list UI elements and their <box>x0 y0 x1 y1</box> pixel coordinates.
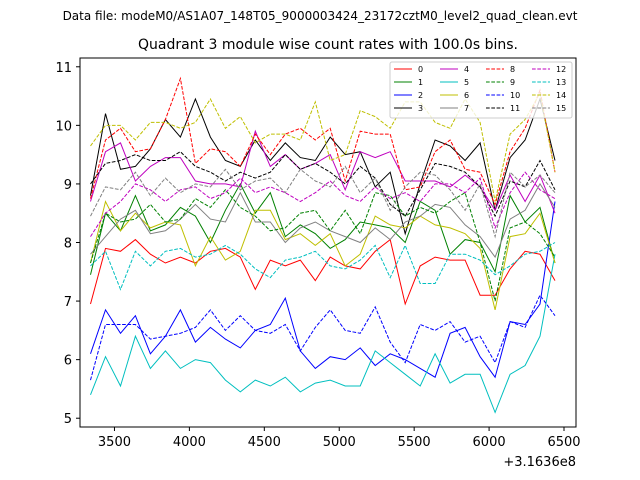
x-tick-label: 5500 <box>398 435 431 450</box>
series-line-15 <box>90 165 556 239</box>
legend-label-2: 2 <box>418 91 423 100</box>
plot-series-group <box>90 76 556 414</box>
legend-label-4: 4 <box>464 65 469 74</box>
legend-label-8: 8 <box>510 65 515 74</box>
y-tick-label: 5 <box>64 412 72 427</box>
series-line-5 <box>90 254 556 414</box>
series-line-8 <box>90 76 556 206</box>
series-line-12 <box>90 171 556 237</box>
legend-label-7: 7 <box>464 104 469 113</box>
series-line-6 <box>90 200 556 311</box>
y-tick-label: 9 <box>64 178 72 193</box>
legend-label-9: 9 <box>510 78 515 87</box>
legend-label-11: 11 <box>510 104 520 113</box>
legend-label-13: 13 <box>556 78 566 87</box>
y-tick-label: 10 <box>55 119 72 134</box>
series-line-3 <box>90 97 556 236</box>
x-tick-label: 4000 <box>173 435 206 450</box>
series-line-9 <box>90 189 556 302</box>
y-tick-label: 11 <box>55 61 72 76</box>
x-tick-label: 6000 <box>473 435 506 450</box>
y-tick-label: 7 <box>64 295 72 310</box>
y-tick-label: 8 <box>64 237 72 252</box>
legend-label-10: 10 <box>510 91 520 100</box>
legend-label-6: 6 <box>464 91 469 100</box>
legend-label-1: 1 <box>418 78 423 87</box>
legend-label-12: 12 <box>556 65 566 74</box>
y-tick-label: 6 <box>64 354 72 369</box>
legend-box <box>389 61 573 119</box>
legend-label-0: 0 <box>418 65 423 74</box>
series-line-0 <box>90 238 556 306</box>
legend-label-3: 3 <box>418 104 423 113</box>
x-axis: 3500 4000 4500 5000 5500 6000 6500 <box>98 427 581 450</box>
series-line-13 <box>90 242 556 291</box>
x-tick-label: 3500 <box>98 435 131 450</box>
series-line-11 <box>90 151 556 218</box>
legend-label-15: 15 <box>556 104 566 113</box>
data-file-label: Data file: modeM0/AS1A07_148T05_90000034… <box>63 9 578 23</box>
legend-label-14: 14 <box>556 91 566 100</box>
x-tick-label: 4500 <box>248 435 281 450</box>
series-line-10 <box>90 294 556 381</box>
chart-title: Quadrant 3 module wise count rates with … <box>138 37 518 53</box>
legend-label-5: 5 <box>464 78 469 87</box>
series-line-2 <box>90 201 556 379</box>
y-axis: 5 6 7 8 9 10 11 <box>55 61 80 427</box>
x-tick-label: 5000 <box>323 435 356 450</box>
x-tick-label: 6500 <box>547 435 580 450</box>
x-offset-label: +3.1636e8 <box>503 455 576 470</box>
